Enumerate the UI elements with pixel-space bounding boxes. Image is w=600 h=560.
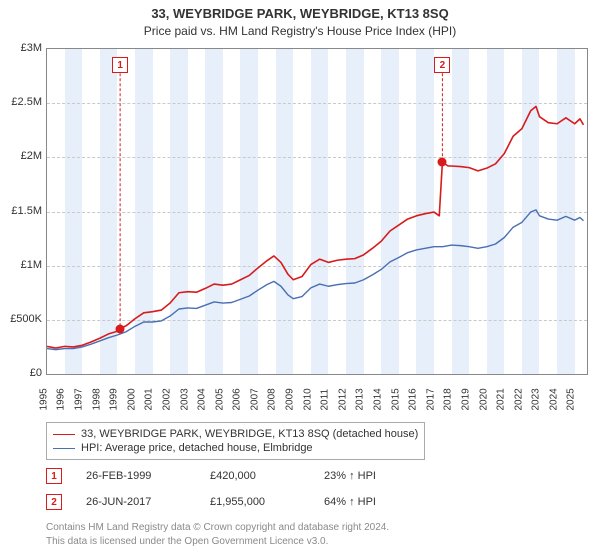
legend-item: 33, WEYBRIDGE PARK, WEYBRIDGE, KT13 8SQ … — [53, 427, 418, 441]
chart-title-text: 33, WEYBRIDGE PARK, WEYBRIDGE, KT13 8SQ — [151, 6, 448, 21]
x-tick-label: 2025 — [566, 388, 577, 410]
x-tick-label: 2011 — [320, 389, 331, 411]
price-paid-line — [47, 106, 583, 348]
y-tick-label: £1M — [21, 259, 42, 271]
x-tick-label: 2018 — [443, 388, 454, 410]
x-tick-label: 2003 — [179, 388, 190, 410]
x-tick-label: 2002 — [161, 388, 172, 410]
x-tick-label: 2015 — [390, 388, 401, 410]
sale-record-date: 26-JUN-2017 — [86, 496, 186, 508]
x-tick-label: 2005 — [214, 388, 225, 410]
x-tick-label: 2004 — [196, 388, 207, 410]
sale-marker-label: 1 — [112, 57, 128, 73]
legend-swatch — [53, 448, 75, 449]
sale-marker-label: 2 — [434, 57, 450, 73]
x-tick-label: 1996 — [56, 388, 67, 410]
x-tick-label: 2024 — [548, 388, 559, 410]
sale-record-pct: 23% ↑ HPI — [324, 470, 376, 482]
x-tick-label: 2007 — [249, 388, 260, 410]
sale-marker-dot — [438, 158, 447, 167]
x-tick-label: 2014 — [372, 388, 383, 410]
legend-swatch — [53, 434, 75, 435]
legend-box: 33, WEYBRIDGE PARK, WEYBRIDGE, KT13 8SQ … — [46, 422, 425, 460]
x-tick-label: 1997 — [73, 388, 84, 410]
legend-label: 33, WEYBRIDGE PARK, WEYBRIDGE, KT13 8SQ … — [81, 428, 418, 440]
chart-subtitle-text: Price paid vs. HM Land Registry's House … — [144, 24, 456, 38]
sale-record-row: 2 26-JUN-2017 £1,955,000 64% ↑ HPI — [46, 494, 376, 510]
chart-title: 33, WEYBRIDGE PARK, WEYBRIDGE, KT13 8SQ — [0, 6, 600, 21]
x-tick-label: 1998 — [91, 388, 102, 410]
y-tick-label: £2.5M — [11, 96, 42, 108]
sale-record-price: £420,000 — [210, 470, 300, 482]
x-tick-label: 2000 — [126, 388, 137, 410]
y-tick-label: £2M — [21, 150, 42, 162]
footer-line: Contains HM Land Registry data © Crown c… — [46, 522, 389, 533]
x-tick-label: 2020 — [478, 388, 489, 410]
x-tick-label: 2022 — [513, 388, 524, 410]
sale-record-price: £1,955,000 — [210, 496, 300, 508]
hpi-line — [47, 210, 583, 350]
x-tick-label: 2010 — [302, 388, 313, 410]
x-tick-label: 2023 — [531, 388, 542, 410]
chart-subtitle: Price paid vs. HM Land Registry's House … — [0, 24, 600, 38]
sale-record-marker: 2 — [46, 494, 62, 510]
footer-line: This data is licensed under the Open Gov… — [46, 536, 328, 547]
x-tick-label: 2016 — [408, 388, 419, 410]
legend-item: HPI: Average price, detached house, Elmb… — [53, 441, 418, 455]
x-tick-label: 2006 — [232, 388, 243, 410]
y-tick-label: £3M — [21, 42, 42, 54]
x-tick-label: 1999 — [109, 388, 120, 410]
x-tick-label: 2008 — [267, 388, 278, 410]
line-series-svg — [47, 49, 587, 374]
sale-record-row: 1 26-FEB-1999 £420,000 23% ↑ HPI — [46, 468, 376, 484]
x-tick-label: 2009 — [284, 388, 295, 410]
chart-container: { "title": { "text": "33, WEYBRIDGE PARK… — [0, 0, 600, 560]
legend-label: HPI: Average price, detached house, Elmb… — [81, 442, 313, 454]
sale-record-date: 26-FEB-1999 — [86, 470, 186, 482]
sale-marker-dot — [116, 324, 125, 333]
plot-area: 12 — [46, 48, 588, 375]
x-tick-label: 2019 — [460, 388, 471, 410]
y-tick-label: £1.5M — [11, 205, 42, 217]
y-tick-label: £0 — [30, 367, 42, 379]
x-tick-label: 2013 — [355, 388, 366, 410]
x-tick-label: 2017 — [425, 388, 436, 410]
sale-record-marker: 1 — [46, 468, 62, 484]
x-tick-label: 2021 — [495, 388, 506, 410]
x-tick-label: 2001 — [144, 388, 155, 410]
x-tick-label: 1995 — [38, 388, 49, 410]
x-tick-label: 2012 — [337, 388, 348, 410]
y-tick-label: £500K — [10, 313, 42, 325]
sale-record-pct: 64% ↑ HPI — [324, 496, 376, 508]
